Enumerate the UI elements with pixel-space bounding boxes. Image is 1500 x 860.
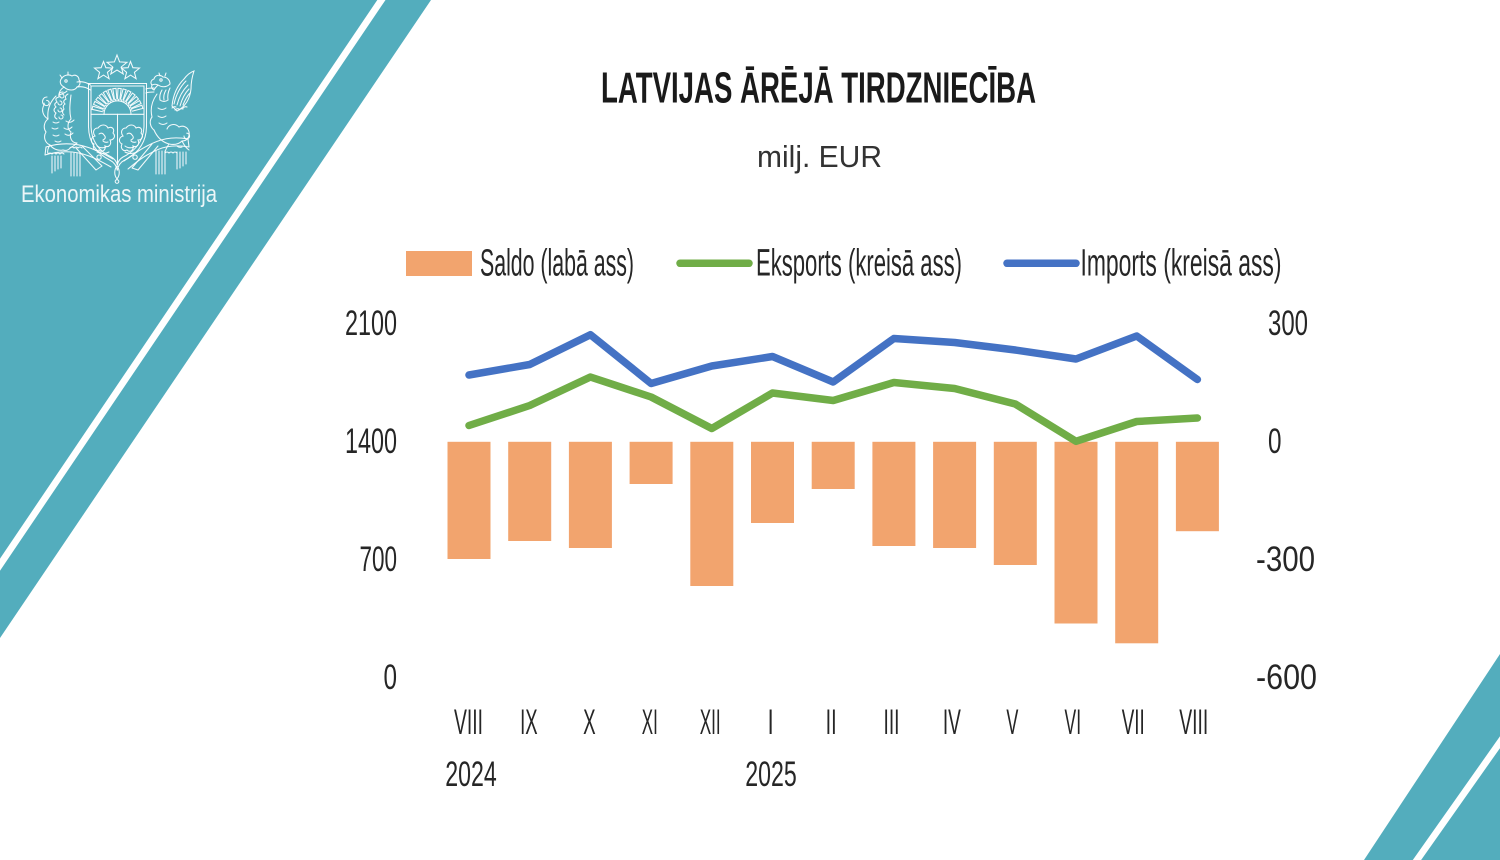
svg-text:-300: -300 [1256,540,1315,579]
svg-text:2100: 2100 [345,304,397,343]
svg-text:2025: 2025 [745,755,797,794]
svg-text:2024: 2024 [445,755,497,794]
svg-text:II: II [826,703,837,742]
svg-text:XII: XII [700,703,721,742]
svg-text:Imports (kreisā ass): Imports (kreisā ass) [1081,243,1282,285]
svg-text:VII: VII [1122,703,1145,742]
svg-text:III: III [884,703,900,742]
svg-text:700: 700 [360,540,398,579]
svg-text:Eksports (kreisā ass): Eksports (kreisā ass) [756,243,962,285]
svg-text:1400: 1400 [345,422,397,461]
svg-text:VIII: VIII [454,703,483,742]
svg-text:300: 300 [1268,304,1308,343]
svg-text:IX: IX [520,703,538,742]
svg-text:0: 0 [1268,422,1282,461]
svg-text:VI: VI [1065,703,1082,742]
svg-text:-600: -600 [1256,658,1317,697]
svg-text:milj. EUR: milj. EUR [757,139,882,174]
svg-text:IV: IV [943,703,961,742]
svg-text:X: X [583,703,596,742]
svg-text:0: 0 [384,658,398,697]
svg-text:Ekonomikas ministrija: Ekonomikas ministrija [21,181,218,208]
svg-text:XI: XI [642,703,658,742]
svg-text:Saldo (labā ass): Saldo (labā ass) [480,243,634,285]
svg-text:I: I [768,703,774,742]
svg-text:VIII: VIII [1179,703,1208,742]
svg-text:LATVIJAS ĀRĒJĀ TIRDZNIECĪBA: LATVIJAS ĀRĒJĀ TIRDZNIECĪBA [601,64,1036,113]
svg-text:V: V [1006,703,1018,742]
